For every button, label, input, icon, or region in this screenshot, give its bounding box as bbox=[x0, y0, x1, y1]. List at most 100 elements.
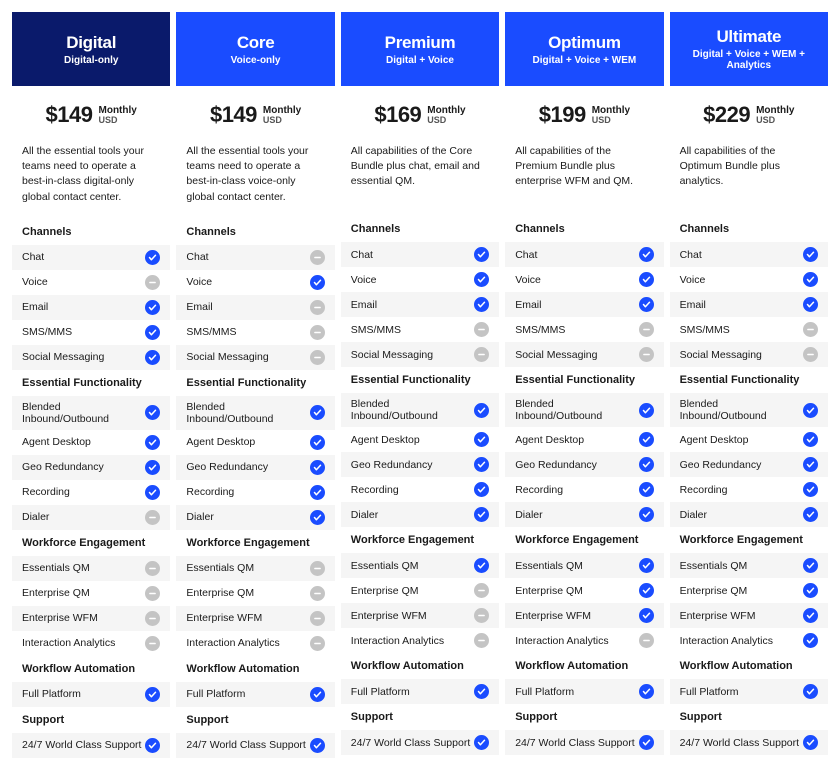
feature-label: Email bbox=[351, 299, 474, 311]
feature-row: SMS/MMS bbox=[176, 320, 334, 345]
feature-label: Dialer bbox=[515, 509, 638, 521]
feature-label: Essentials QM bbox=[515, 560, 638, 572]
feature-row: Social Messaging bbox=[176, 345, 334, 370]
plan-subtitle: Digital + Voice + WEM bbox=[511, 55, 657, 66]
feature-row: Email bbox=[670, 292, 828, 317]
feature-row: Enterprise WFM bbox=[505, 603, 663, 628]
feature-row: Email bbox=[505, 292, 663, 317]
plan-price-meta: MonthlyUSD bbox=[592, 105, 630, 126]
plan-price-period: Monthly bbox=[99, 105, 137, 116]
feature-row: Interaction Analytics bbox=[12, 631, 170, 656]
feature-label: Recording bbox=[680, 484, 803, 496]
feature-row: Enterprise WFM bbox=[670, 603, 828, 628]
feature-row: Enterprise QM bbox=[670, 578, 828, 603]
check-icon bbox=[639, 507, 654, 522]
feature-label: Voice bbox=[351, 274, 474, 286]
feature-row: Social Messaging bbox=[12, 345, 170, 370]
feature-row: Recording bbox=[670, 477, 828, 502]
section-title: Support bbox=[176, 707, 334, 733]
dash-icon bbox=[310, 636, 325, 651]
check-icon bbox=[474, 735, 489, 750]
plan-price-currency: USD bbox=[427, 116, 465, 126]
dash-icon bbox=[310, 561, 325, 576]
feature-row: Geo Redundancy bbox=[12, 455, 170, 480]
section-title: Workforce Engagement bbox=[505, 527, 663, 553]
plan-price-period: Monthly bbox=[263, 105, 301, 116]
feature-label: Dialer bbox=[351, 509, 474, 521]
check-icon bbox=[639, 432, 654, 447]
feature-label: 24/7 World Class Support bbox=[186, 739, 309, 751]
feature-label: Geo Redundancy bbox=[22, 461, 145, 473]
check-icon bbox=[145, 300, 160, 315]
plan-header: CoreVoice-only bbox=[176, 12, 334, 86]
dash-icon bbox=[474, 583, 489, 598]
check-icon bbox=[639, 583, 654, 598]
plan-price-currency: USD bbox=[756, 116, 794, 126]
feature-row: Blended Inbound/Outbound bbox=[176, 396, 334, 430]
feature-row: Interaction Analytics bbox=[176, 631, 334, 656]
dash-icon bbox=[310, 611, 325, 626]
plan-description: All the essential tools your teams need … bbox=[12, 138, 170, 219]
check-icon bbox=[803, 247, 818, 262]
feature-row: Essentials QM bbox=[12, 556, 170, 581]
feature-label: Agent Desktop bbox=[680, 434, 803, 446]
feature-label: Essentials QM bbox=[22, 562, 145, 574]
check-icon bbox=[310, 460, 325, 475]
plan-subtitle: Digital + Voice + WEM + Analytics bbox=[676, 49, 822, 71]
plan-price-block: $229MonthlyUSD bbox=[670, 86, 828, 138]
feature-row: Geo Redundancy bbox=[670, 452, 828, 477]
feature-row: Interaction Analytics bbox=[670, 628, 828, 653]
feature-row: Interaction Analytics bbox=[341, 628, 499, 653]
feature-row: Geo Redundancy bbox=[176, 455, 334, 480]
dash-icon bbox=[310, 350, 325, 365]
dash-icon bbox=[803, 322, 818, 337]
check-icon bbox=[145, 250, 160, 265]
check-icon bbox=[310, 738, 325, 753]
feature-label: Blended Inbound/Outbound bbox=[680, 398, 803, 422]
feature-label: Chat bbox=[515, 249, 638, 261]
plan-price: $169 bbox=[374, 102, 421, 128]
feature-label: Enterprise QM bbox=[515, 585, 638, 597]
feature-row: Blended Inbound/Outbound bbox=[341, 393, 499, 427]
feature-label: Blended Inbound/Outbound bbox=[515, 398, 638, 422]
section-title: Channels bbox=[176, 219, 334, 245]
feature-row: Voice bbox=[176, 270, 334, 295]
check-icon bbox=[145, 350, 160, 365]
feature-label: Enterprise QM bbox=[680, 585, 803, 597]
plan-name: Ultimate bbox=[676, 27, 822, 47]
check-icon bbox=[639, 608, 654, 623]
section-title: Workforce Engagement bbox=[176, 530, 334, 556]
plan-price: $149 bbox=[210, 102, 257, 128]
check-icon bbox=[803, 507, 818, 522]
feature-row: Essentials QM bbox=[670, 553, 828, 578]
dash-icon bbox=[474, 608, 489, 623]
feature-label: Interaction Analytics bbox=[186, 637, 309, 649]
feature-label: Chat bbox=[22, 251, 145, 263]
check-icon bbox=[803, 297, 818, 312]
check-icon bbox=[474, 507, 489, 522]
feature-label: 24/7 World Class Support bbox=[680, 737, 803, 749]
plan-subtitle: Digital-only bbox=[18, 55, 164, 66]
check-icon bbox=[474, 272, 489, 287]
dash-icon bbox=[145, 275, 160, 290]
feature-label: 24/7 World Class Support bbox=[515, 737, 638, 749]
check-icon bbox=[145, 738, 160, 753]
feature-label: Social Messaging bbox=[351, 349, 474, 361]
feature-row: Enterprise WFM bbox=[176, 606, 334, 631]
feature-label: Email bbox=[22, 301, 145, 313]
plan-price-currency: USD bbox=[263, 116, 301, 126]
feature-row: SMS/MMS bbox=[670, 317, 828, 342]
plan-header: OptimumDigital + Voice + WEM bbox=[505, 12, 663, 86]
feature-label: Social Messaging bbox=[186, 351, 309, 363]
feature-row: 24/7 World Class Support bbox=[176, 733, 334, 758]
feature-label: Enterprise WFM bbox=[22, 612, 145, 624]
dash-icon bbox=[145, 510, 160, 525]
check-icon bbox=[803, 735, 818, 750]
dash-icon bbox=[474, 633, 489, 648]
feature-row: Dialer bbox=[12, 505, 170, 530]
plan-price-meta: MonthlyUSD bbox=[263, 105, 301, 126]
check-icon bbox=[639, 403, 654, 418]
dash-icon bbox=[639, 347, 654, 362]
plan-price: $199 bbox=[539, 102, 586, 128]
feature-row: Chat bbox=[670, 242, 828, 267]
